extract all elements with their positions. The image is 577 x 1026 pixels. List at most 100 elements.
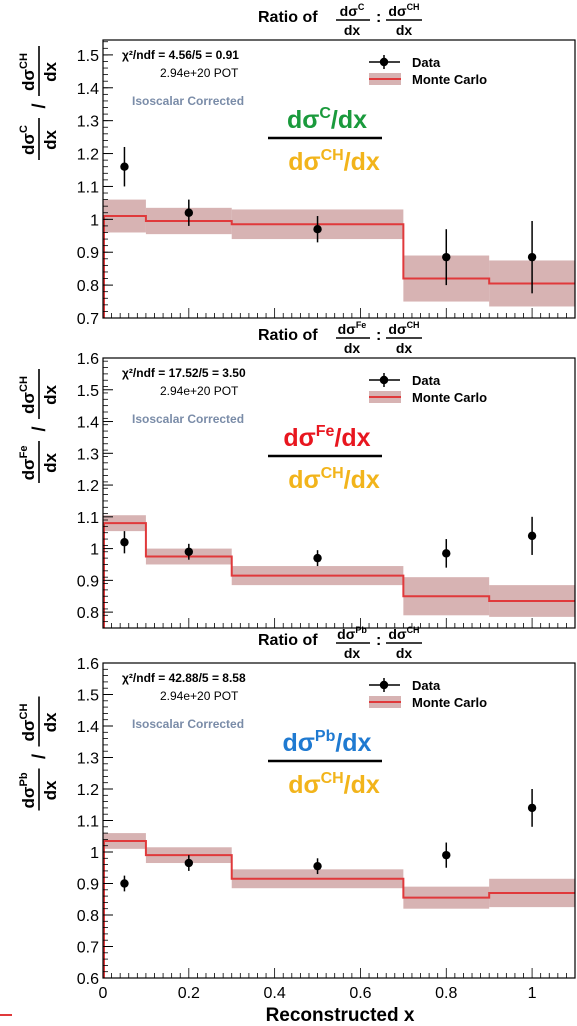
title-fraction-b: dσCH dx [386,320,422,356]
text-span: dσ [288,148,320,176]
text-span: /dx [334,424,370,452]
text-span: Fe [18,446,30,459]
fraction-denominator: dx [344,22,361,38]
big-fraction-numerator: dσPb/dx [283,728,372,757]
big-fraction-numerator: dσFe/dx [283,423,370,452]
text-span: /dx [344,771,380,799]
title-colon: : [376,9,381,26]
data-point [527,803,537,813]
ylabel-fraction-denominator: dx [41,780,60,800]
plot-area [103,515,575,628]
y-tick-label: 0.9 [77,573,99,590]
plot-frame [102,39,576,319]
ylabel-fraction-numerator: dσCH [18,703,38,741]
big-fraction-numerator: dσC/dx [287,105,367,134]
ylabel-fraction-denominator: dx [41,130,60,150]
y-tick-label: 1.3 [77,751,99,768]
fraction-numerator: dσCH [388,2,419,19]
text-span: dσ [19,786,38,808]
y-tick-label: 1.3 [77,446,99,463]
text-span: CH [18,53,30,69]
fraction-numerator: dσC [340,2,365,19]
y-tick-label: 0.7 [77,940,99,957]
data-point [527,252,537,262]
ylabel-fraction-numerator: dσCH [18,376,38,414]
fraction-numerator: dσCH [388,625,419,642]
data-point [313,861,322,871]
fraction-denominator: dx [344,645,361,661]
y-tick-label: 1.2 [77,147,99,164]
text-span: C [319,105,331,122]
text-span: CH [321,770,344,787]
y-tick-label: 1.4 [77,415,99,432]
y-tick-label: 1.2 [77,782,99,799]
legend-data-label: Data [412,678,441,693]
y-tick-label: 0.9 [77,245,99,262]
text-span: dσ [19,133,38,155]
legend-data-marker [379,57,389,67]
title-colon: : [376,632,381,649]
text-span: CH [321,147,344,164]
data-point [184,858,194,868]
plot-frame [102,662,576,979]
text-span: /dx [344,466,380,494]
x-tick-label: 0 [99,985,108,1002]
legend-data-label: Data [412,373,441,388]
ylabel-fraction-denominator: dx [41,712,60,732]
isoscalar-label: Isoscalar Corrected [132,717,244,731]
text-span: CH [321,465,344,482]
y-tick-label: 1 [90,212,99,229]
text-span: dσ [388,321,407,337]
text-span: dσ [19,458,38,480]
mc-line [103,839,575,899]
title-fraction-a: dσFe dx [336,320,370,356]
y-tick-label: 1.4 [77,719,99,736]
isoscalar-label: Isoscalar Corrected [132,412,244,426]
text-span: Fe [356,320,367,330]
text-span: CH [407,320,420,330]
ylabel-slash: / [29,426,49,431]
big-fraction-denominator: dσCH/dx [288,465,380,494]
legend-data-marker [379,375,389,385]
ylabel-slash: / [29,754,49,759]
y-tick-label: 0.6 [77,971,99,988]
data-point [442,252,451,262]
pot-label: 2.94e+20 POT [160,66,239,80]
y-tick-label: 0.8 [77,605,99,622]
panel-3: 0.6 0.7 0.8 0.9 1 1.1 1.2 1.3 1.4 1.5 1.6 0 0.2 0.4 0.… [18,625,576,1002]
y-tick-label: 1.6 [77,656,99,673]
title-fraction-b: dσCH dx [386,2,422,38]
y-tick-label: 1.2 [77,478,99,495]
text-span: Pb [355,625,367,635]
text-span: CH [407,2,420,12]
y-tick-label: 1.5 [77,48,99,65]
ylabel-fraction-denominator: dx [41,453,60,473]
text-span: Fe [316,423,335,440]
data-point [442,549,451,558]
plot-area [103,789,575,978]
text-span: Pb [315,728,336,745]
y-tick-label: 1 [90,542,99,559]
pot-label: 2.94e+20 POT [160,689,239,703]
x-axis-title: Reconstructed x [266,1005,415,1026]
isoscalar-label: Isoscalar Corrected [132,94,244,108]
legend-data-label: Data [412,55,441,70]
x-tick-label: 0.8 [435,985,457,1002]
data-point [184,208,194,217]
mc-line [103,522,575,602]
ylabel-fraction-numerator: dσFe [18,446,38,481]
legend-mc-label: Monte Carlo [412,390,487,405]
text-span: dσ [283,424,315,452]
text-span: CH [407,625,420,635]
text-span: /dx [331,106,367,134]
data-point [442,850,451,860]
text-span: C [358,2,365,12]
data-point [120,879,129,888]
y-tick-label: 1 [90,845,99,862]
text-span: dσ [287,106,319,134]
x-tick-label: 1 [528,985,537,1002]
y-tick-label: 1.5 [77,383,99,400]
text-span: dσ [388,3,407,19]
chi2-label: χ²/ndf = 17.52/5 = 3.50 [122,366,246,380]
